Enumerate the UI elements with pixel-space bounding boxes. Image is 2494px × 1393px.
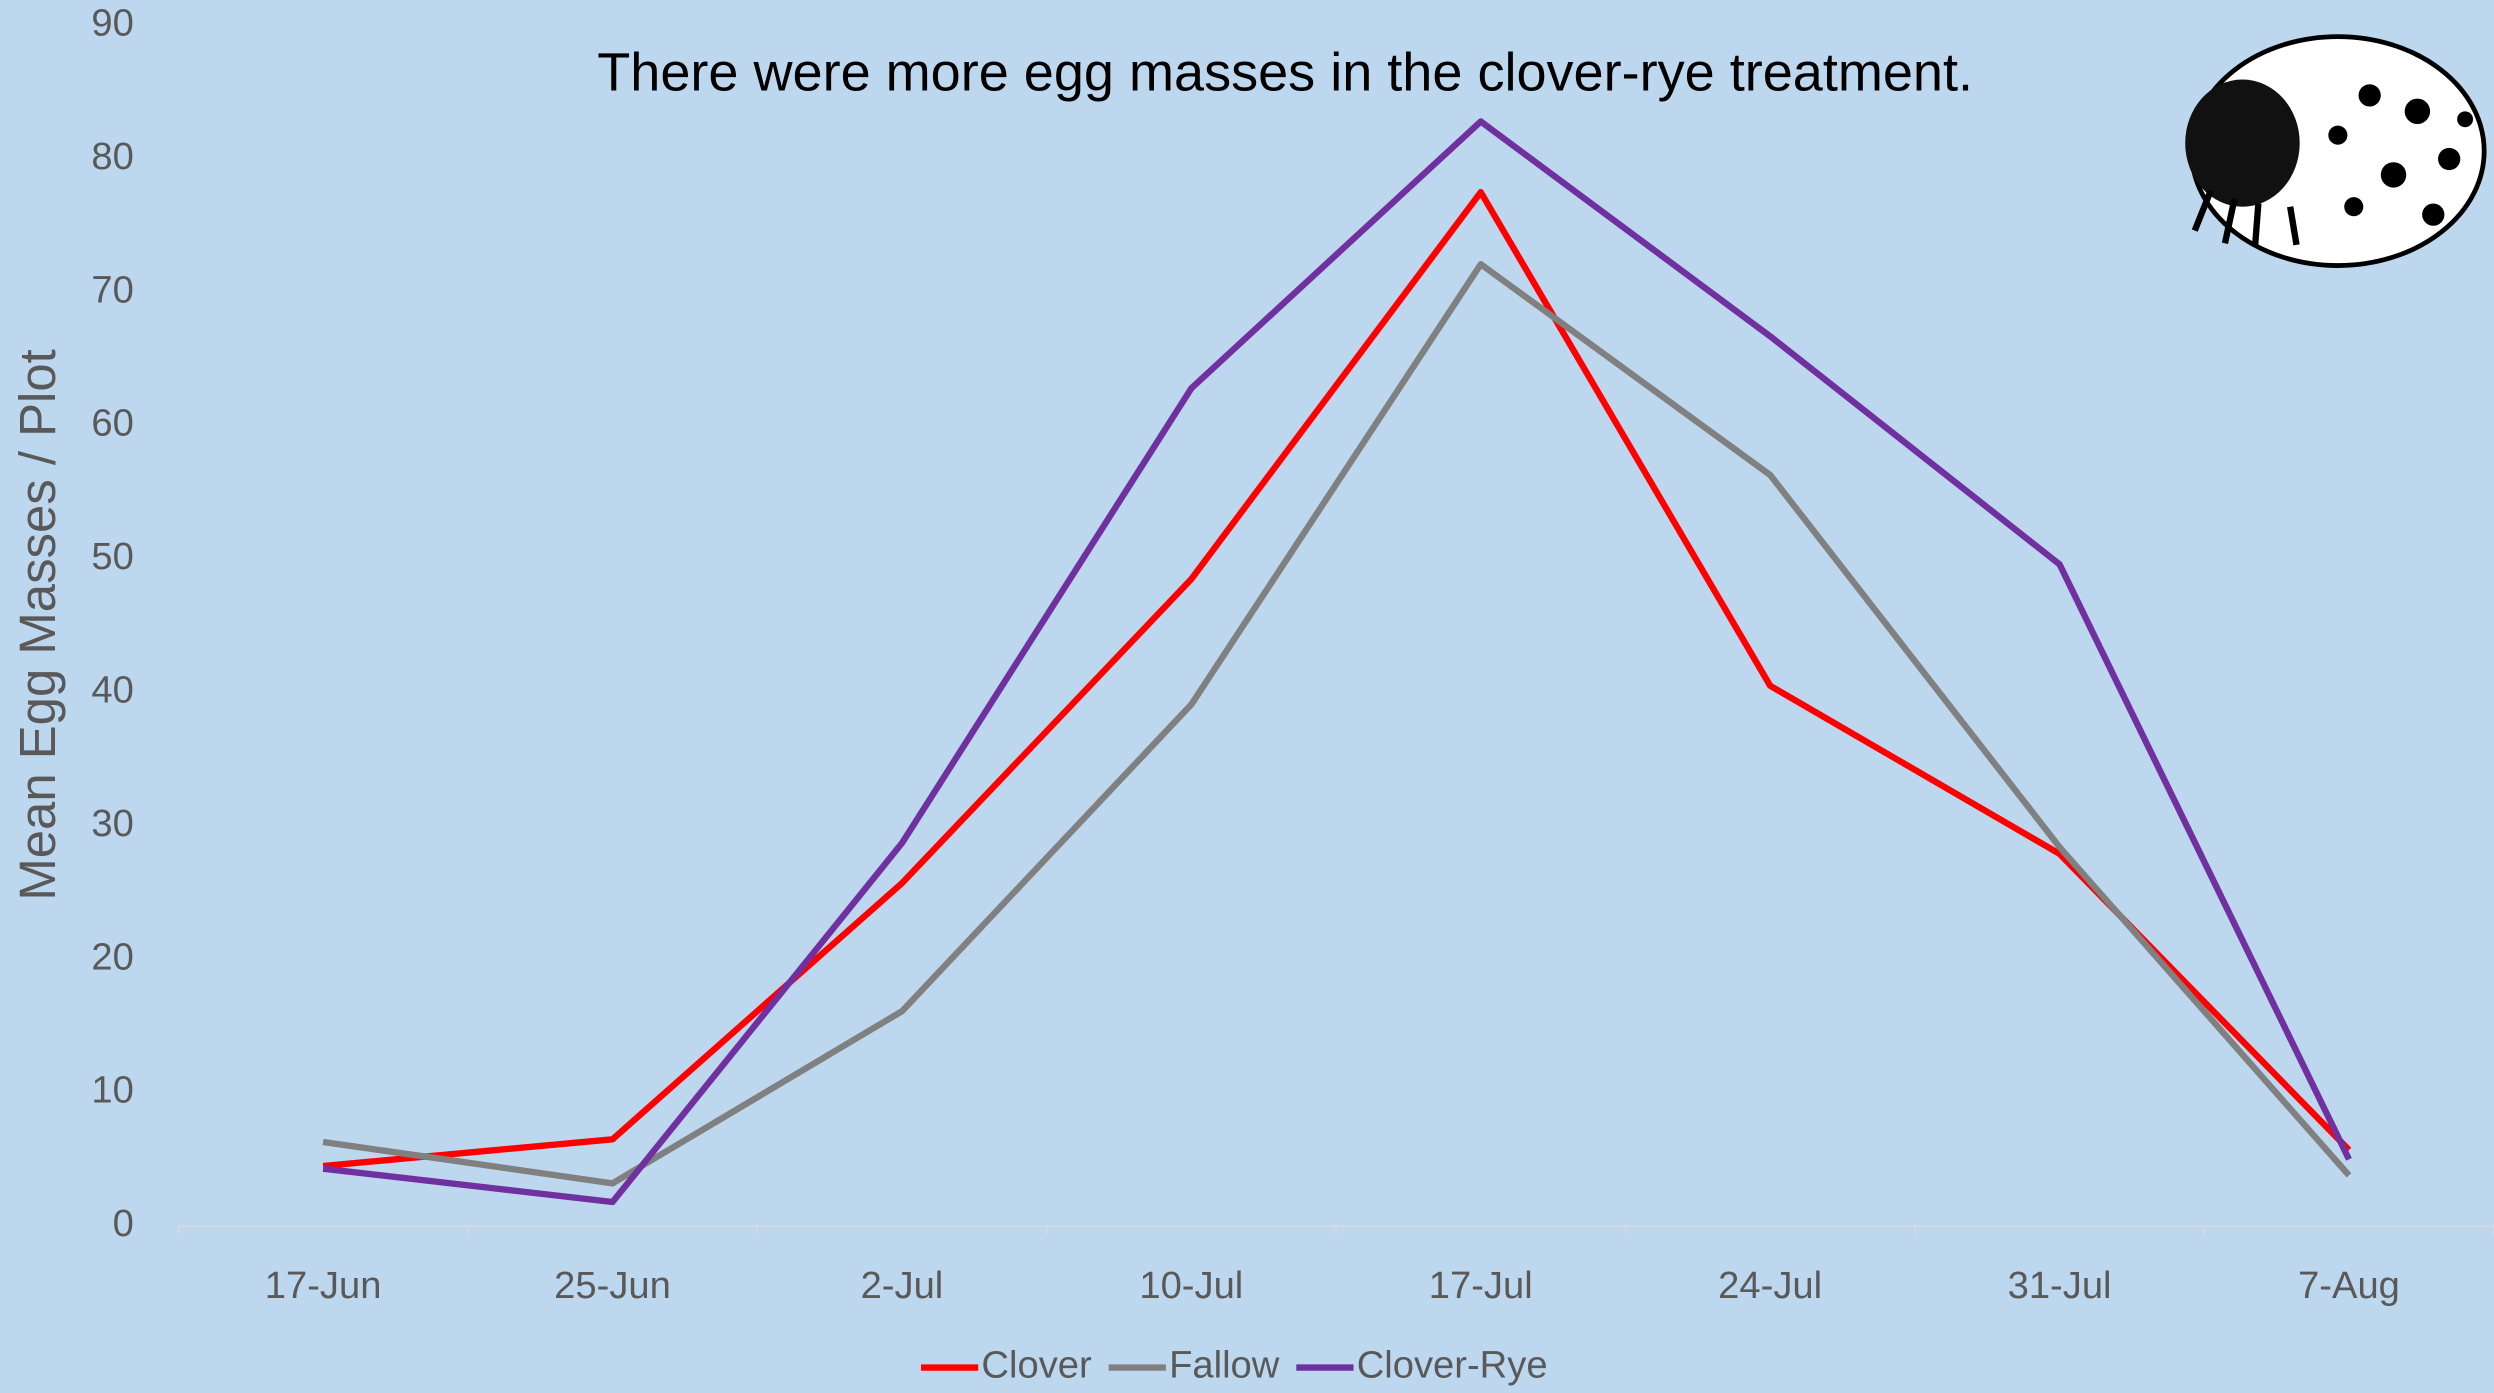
legend-label: Clover-Rye <box>1357 1344 1548 1387</box>
series-line <box>322 189 2352 1170</box>
x-tick-label: 7-Aug <box>2298 1264 2400 1307</box>
y-tick-label: 90 <box>91 2 133 45</box>
legend-label: Clover <box>981 1344 1092 1387</box>
y-tick-label: 40 <box>91 669 133 712</box>
y-tick-label: 20 <box>91 935 133 978</box>
x-tick-label: 10-Jul <box>1139 1264 1243 1307</box>
series-line <box>322 118 2352 1206</box>
y-tick-label: 80 <box>91 135 133 178</box>
x-tick-label: 24-Jul <box>1718 1264 1822 1307</box>
y-tick-label: 50 <box>91 535 133 578</box>
x-tick-label: 2-Jul <box>861 1264 944 1307</box>
y-axis-label: Mean Egg Masses / Plot <box>9 349 66 900</box>
y-tick-label: 30 <box>91 802 133 845</box>
x-tick-label: 17-Jun <box>265 1264 382 1307</box>
x-tick-label: 17-Jul <box>1429 1264 1533 1307</box>
legend-label: Fallow <box>1169 1344 1280 1387</box>
beetle-larva-illustration <box>2185 34 2487 268</box>
series-line <box>322 261 2352 1187</box>
annotation: There were more egg masses in the clover… <box>597 43 1973 103</box>
y-tick-label: 70 <box>91 268 133 311</box>
x-tick-label: 25-Jun <box>554 1264 671 1307</box>
y-tick-label: 60 <box>91 402 133 445</box>
x-tick-label: 31-Jul <box>2008 1264 2112 1307</box>
y-tick-label: 10 <box>91 1069 133 1112</box>
y-tick-label: 0 <box>113 1202 134 1245</box>
